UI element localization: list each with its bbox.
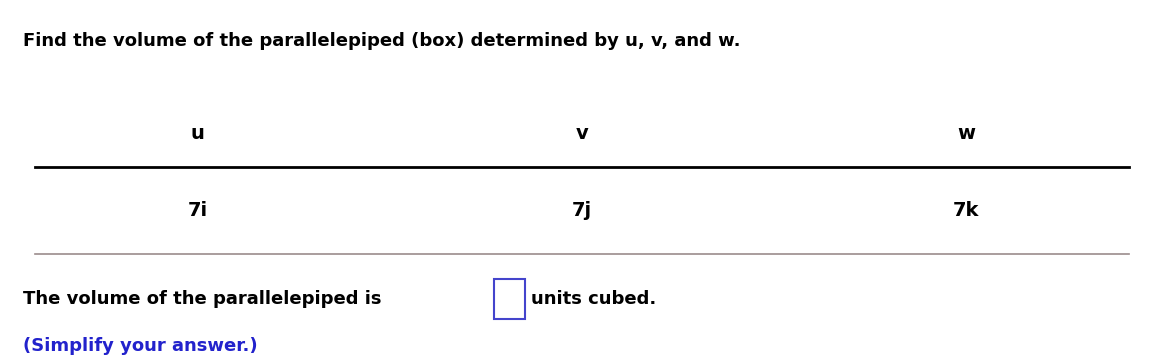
Text: 7k: 7k <box>953 201 979 220</box>
Text: u: u <box>191 124 205 143</box>
Text: v: v <box>576 124 588 143</box>
Text: 7i: 7i <box>187 201 208 220</box>
Text: units cubed.: units cubed. <box>531 290 656 308</box>
FancyBboxPatch shape <box>494 279 525 319</box>
Text: 7j: 7j <box>572 201 592 220</box>
Text: The volume of the parallelepiped is: The volume of the parallelepiped is <box>23 290 388 308</box>
Text: Find the volume of the parallelepiped (box) determined by u, v, and w.: Find the volume of the parallelepiped (b… <box>23 32 740 50</box>
Text: (Simplify your answer.): (Simplify your answer.) <box>23 337 258 355</box>
Text: w: w <box>957 124 975 143</box>
